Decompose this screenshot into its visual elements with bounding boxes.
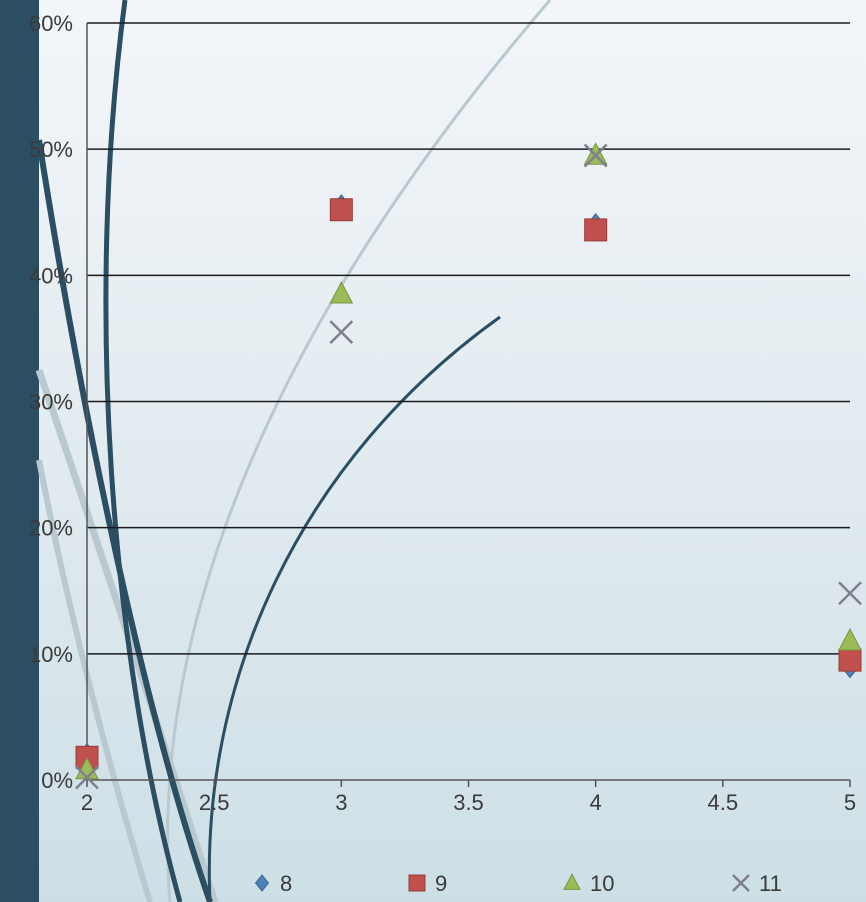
x-tick-label-2: 2 <box>81 790 93 815</box>
y-tick-label-40%: 40% <box>29 263 73 288</box>
y-tick-label-0%: 0% <box>41 768 73 793</box>
data-points <box>75 142 862 790</box>
legend-label-9: 9 <box>435 871 447 896</box>
point-series-11-x3 <box>329 320 354 344</box>
swoosh-dark-1 <box>207 315 501 902</box>
point-series-9-x5 <box>838 648 862 672</box>
point-series-11-x3-stroke-b <box>329 320 354 344</box>
x-tick-label-3: 3 <box>335 790 347 815</box>
swoosh-dark-3 <box>103 0 183 902</box>
y-tick-label-20%: 20% <box>29 516 73 541</box>
y-tick-label-60%: 60% <box>29 11 73 36</box>
y-tick-label-30%: 30% <box>29 390 73 415</box>
point-series-11-x2 <box>75 765 99 790</box>
legend-marker-11 <box>732 874 750 892</box>
left-decorative-band <box>0 0 39 902</box>
legend-marker-11-stroke-b <box>732 874 750 892</box>
x-tick-label-3.5: 3.5 <box>453 790 484 815</box>
x-axis-tick-labels: 2 2.5 3 3.5 4 4.5 5 <box>81 790 856 815</box>
x-tick-label-4: 4 <box>590 790 602 815</box>
point-series-10-x5 <box>838 628 862 651</box>
y-tick-label-10%: 10% <box>29 642 73 667</box>
point-series-11-x5-stroke-b <box>838 581 862 606</box>
legend-label-11: 11 <box>759 871 782 896</box>
y-axis-tick-labels: 0% 10% 20% 30% 40% 50% 60% <box>29 11 73 793</box>
point-series-11-x2-stroke-b <box>75 765 99 790</box>
swoosh-light-3 <box>36 459 153 902</box>
legend-label-10: 10 <box>590 871 614 896</box>
x-tick-label-2.5: 2.5 <box>199 790 230 815</box>
y-tick-label-50%: 50% <box>29 137 73 162</box>
legend-marker-9 <box>408 874 426 892</box>
x-tick-label-4.5: 4.5 <box>708 790 739 815</box>
legend-marker-8 <box>254 874 270 892</box>
point-series-11-x4 <box>583 143 608 168</box>
legend-marker-10 <box>563 873 581 890</box>
point-series-11-x4-stroke-b <box>583 143 608 168</box>
point-series-9-x3 <box>329 198 353 222</box>
gridlines <box>87 22 850 655</box>
x-tick-label-5: 5 <box>844 790 856 815</box>
decorative-swooshes <box>35 0 552 902</box>
swoosh-dark-2 <box>36 139 213 902</box>
swoosh-light-2 <box>35 368 219 902</box>
swoosh-light-1 <box>166 0 552 902</box>
point-series-10-x3 <box>329 281 354 304</box>
legend: 8 9 10 11 <box>254 871 782 896</box>
axes <box>86 23 851 787</box>
legend-label-8: 8 <box>280 871 292 896</box>
point-series-9-x4 <box>584 218 608 242</box>
point-series-11-x5 <box>838 581 862 606</box>
